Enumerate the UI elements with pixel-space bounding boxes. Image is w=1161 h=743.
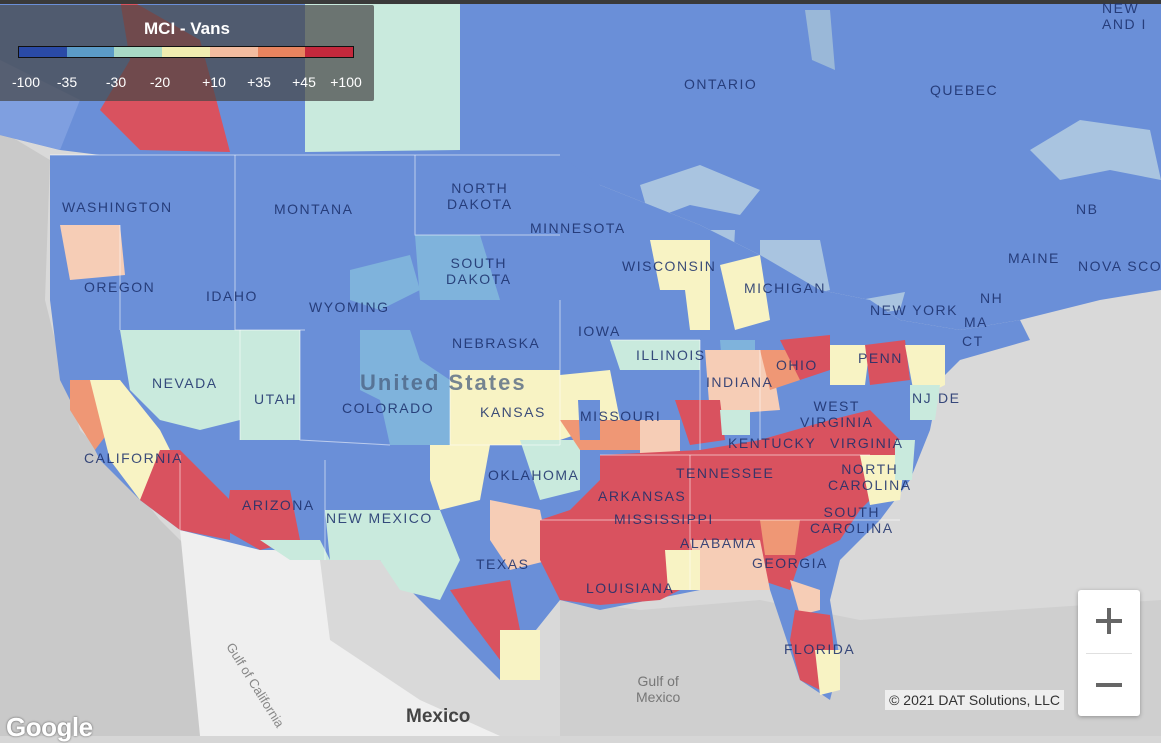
- legend-tick: +100: [330, 74, 362, 90]
- minus-icon: [1096, 683, 1122, 687]
- label-missouri: MISSOURI: [580, 408, 662, 424]
- legend-tick: +45: [292, 74, 316, 90]
- label-kansas: KANSAS: [480, 404, 546, 420]
- label-washington: WASHINGTON: [62, 199, 173, 215]
- label-south-dakota: SOUTH DAKOTA: [446, 255, 512, 287]
- label-new-york: NEW YORK: [870, 302, 958, 318]
- label-california: CALIFORNIA: [84, 450, 184, 466]
- label-indiana: INDIANA: [706, 374, 774, 390]
- label-de: DE: [938, 390, 961, 406]
- legend-swatch: [209, 47, 258, 57]
- label-new-and: NEW AND I: [1102, 0, 1147, 32]
- google-logo[interactable]: Google: [6, 712, 93, 742]
- label-ma: MA: [964, 314, 988, 330]
- label-quebec: QUEBEC: [930, 82, 999, 98]
- zoom-in-button[interactable]: [1078, 590, 1140, 652]
- zoom-divider: [1086, 653, 1132, 654]
- attribution-text[interactable]: © 2021 DAT Solutions, LLC: [885, 690, 1064, 710]
- legend-tick: -100: [11, 74, 41, 90]
- label-nova-scotia: NOVA SCO: [1078, 258, 1161, 274]
- legend-color-scale: [18, 46, 354, 58]
- label-arizona: ARIZONA: [242, 497, 315, 513]
- label-tennessee: TENNESSEE: [676, 465, 775, 481]
- plus-icon: [1096, 608, 1122, 634]
- label-mississippi: MISSISSIPPI: [614, 511, 714, 527]
- label-wyoming: WYOMING: [309, 299, 390, 315]
- legend-swatch: [66, 47, 115, 57]
- label-kentucky: KENTUCKY: [728, 435, 817, 451]
- label-mexico: Mexico: [406, 706, 471, 727]
- label-new-mexico: NEW MEXICO: [326, 510, 433, 526]
- label-west-virginia: WEST VIRGINIA: [800, 398, 874, 430]
- label-south-carolina: SOUTH CAROLINA: [810, 504, 894, 536]
- legend-panel: MCI - Vans -100 -35 -30 -20 +10 +35 +45 …: [0, 5, 374, 101]
- label-penn: PENN: [858, 350, 903, 366]
- label-north-dakota: NORTH DAKOTA: [447, 180, 513, 212]
- label-illinois: ILLINOIS: [636, 347, 706, 363]
- legend-swatch: [19, 47, 67, 57]
- label-gulf-of-mexico: Gulf of Mexico: [636, 673, 681, 705]
- legend-swatch: [114, 47, 163, 57]
- label-nj: NJ: [912, 390, 933, 406]
- legend-swatch: [257, 47, 306, 57]
- legend-tick: +35: [247, 74, 271, 90]
- label-colorado: COLORADO: [342, 400, 435, 416]
- label-virginia: VIRGINIA: [830, 435, 904, 451]
- label-wisconsin: WISCONSIN: [622, 258, 717, 274]
- label-iowa: IOWA: [578, 323, 621, 339]
- top-border: [0, 0, 1161, 4]
- label-ohio: OHIO: [776, 357, 818, 373]
- label-ct: CT: [962, 333, 984, 349]
- legend-tick: -35: [56, 74, 78, 90]
- label-nevada: NEVADA: [152, 375, 218, 391]
- label-nb: NB: [1076, 201, 1099, 217]
- legend-title: MCI - Vans: [144, 19, 230, 38]
- label-nebraska: NEBRASKA: [452, 335, 541, 351]
- label-louisiana: LOUISIANA: [586, 580, 675, 596]
- label-maine: MAINE: [1008, 250, 1060, 266]
- label-minnesota: MINNESOTA: [530, 220, 626, 236]
- label-texas: TEXAS: [476, 556, 530, 572]
- label-idaho: IDAHO: [206, 288, 258, 304]
- legend-tick: -20: [149, 74, 171, 90]
- label-oklahoma: OKLAHOMA: [488, 467, 580, 483]
- zoom-control: [1078, 590, 1140, 716]
- label-oregon: OREGON: [84, 279, 156, 295]
- legend-tick: +10: [202, 74, 226, 90]
- legend-swatch: [305, 47, 354, 57]
- label-north-carolina: NORTH CAROLINA: [828, 461, 912, 493]
- label-georgia: GEORGIA: [752, 555, 828, 571]
- label-arkansas: ARKANSAS: [598, 488, 687, 504]
- legend-swatch: [162, 47, 210, 57]
- label-utah: UTAH: [254, 391, 298, 407]
- label-united-states: United States: [360, 370, 527, 395]
- label-alabama: ALABAMA: [680, 535, 757, 551]
- label-michigan: MICHIGAN: [744, 280, 826, 296]
- zoom-out-button[interactable]: [1078, 654, 1140, 716]
- label-ontario: ONTARIO: [684, 76, 758, 92]
- legend-tick: -30: [105, 74, 127, 90]
- label-nh: NH: [980, 290, 1004, 306]
- label-florida: FLORIDA: [784, 641, 856, 657]
- label-montana: MONTANA: [274, 201, 354, 217]
